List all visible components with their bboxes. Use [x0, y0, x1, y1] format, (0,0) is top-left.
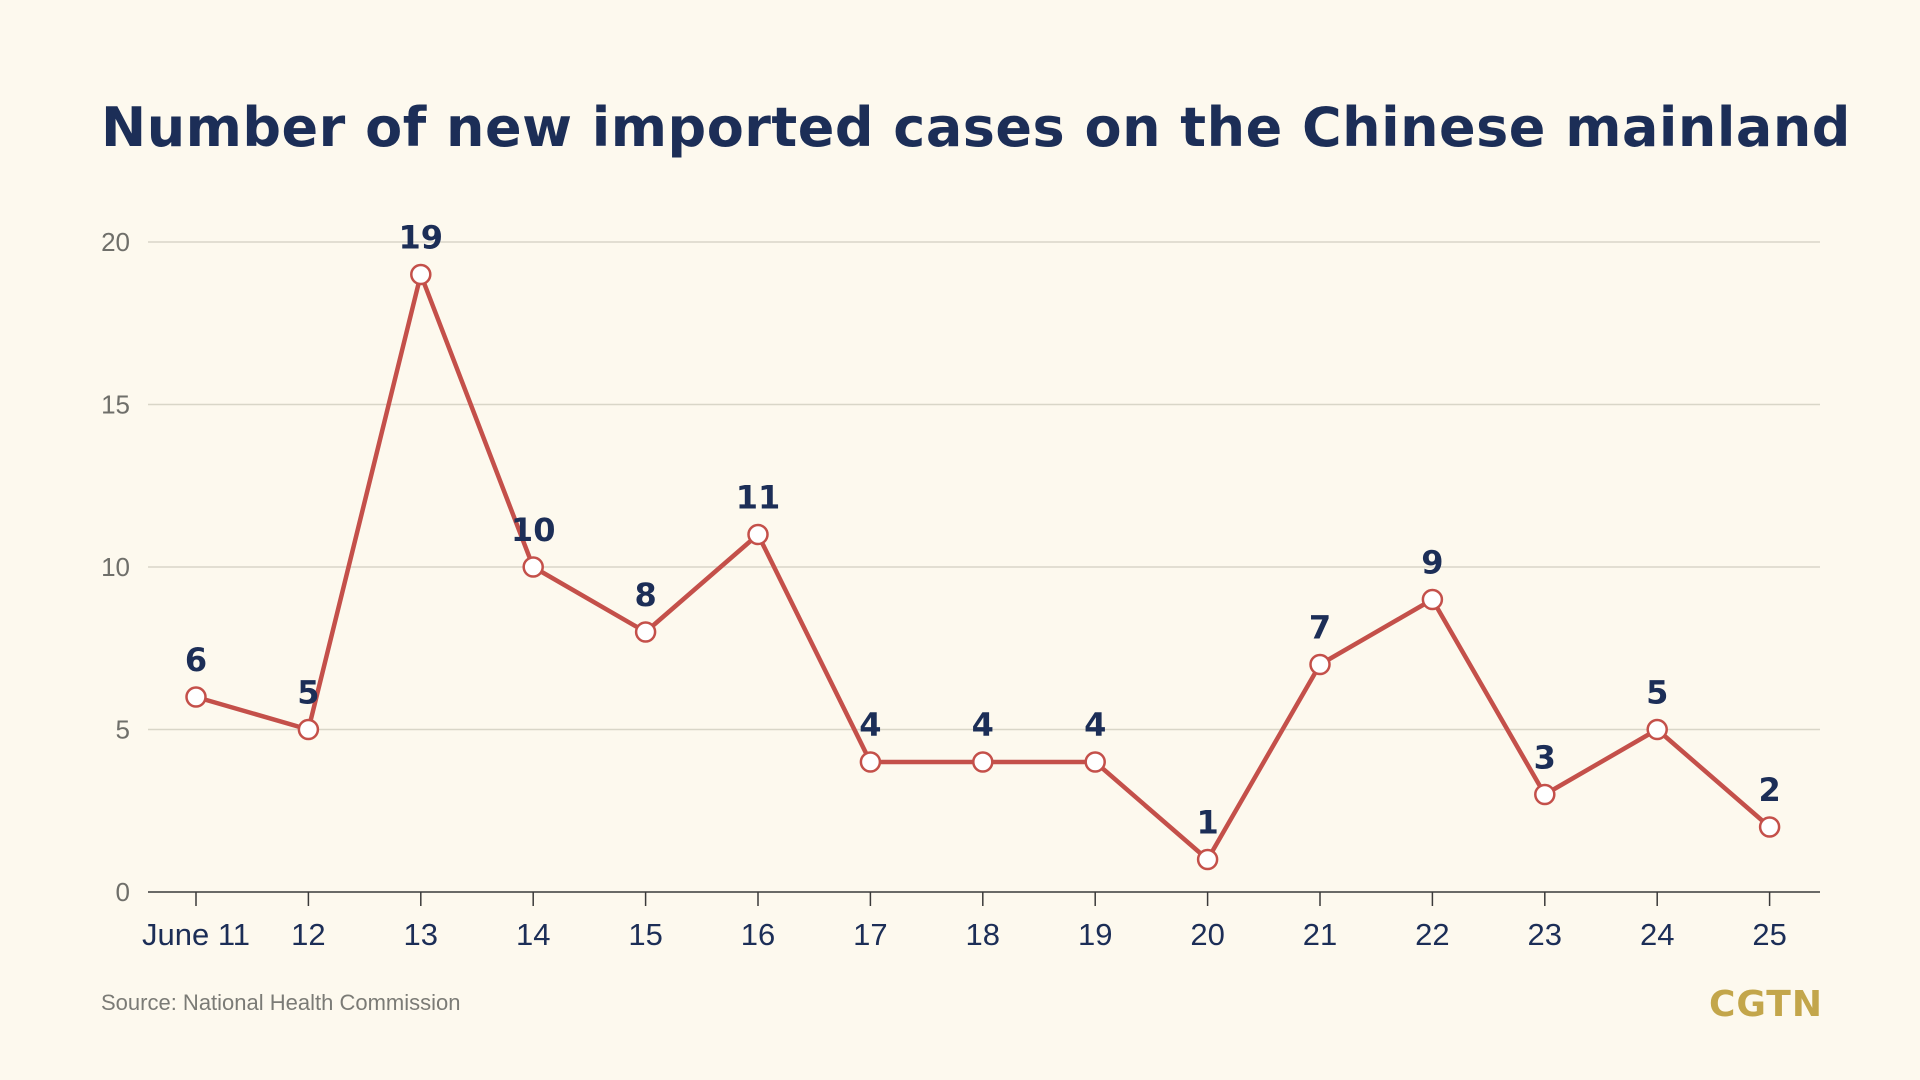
data-label: 7 [1309, 609, 1331, 647]
x-tick-label: 18 [966, 917, 1000, 952]
x-tick-label: 24 [1640, 917, 1674, 952]
data-label: 11 [736, 479, 781, 517]
data-label: 1 [1196, 804, 1218, 842]
data-point [1758, 816, 1781, 838]
x-tick-label: 20 [1190, 917, 1224, 952]
data-point [297, 718, 320, 741]
data-point [522, 556, 544, 578]
source-note: Source: National Health Commission [101, 990, 461, 1015]
data-point [859, 751, 882, 773]
x-tick-label: June 11 [142, 917, 250, 952]
data-label: 4 [1084, 706, 1106, 744]
data-point [1084, 751, 1106, 773]
x-tick-label: 21 [1303, 917, 1337, 952]
data-label: 19 [399, 219, 444, 257]
x-tick-label: 14 [516, 917, 550, 952]
x-tick-label: 13 [404, 917, 438, 952]
x-tick-label: 16 [741, 917, 775, 952]
x-tick-label: 25 [1752, 917, 1786, 952]
y-tick-label: 10 [101, 552, 130, 582]
data-point [1421, 588, 1444, 611]
data-label: 8 [634, 576, 656, 614]
x-tick-label: 22 [1415, 917, 1449, 952]
data-label: 5 [297, 674, 319, 712]
data-label: 9 [1421, 544, 1443, 582]
data-point [972, 751, 994, 773]
x-tick-label: 15 [628, 917, 662, 952]
x-tick-label: 17 [853, 917, 887, 952]
x-tick-label: 19 [1078, 917, 1112, 952]
data-label: 4 [859, 706, 881, 744]
data-point [410, 263, 432, 286]
data-point [1534, 783, 1556, 806]
x-tick-label: 12 [291, 917, 325, 952]
data-point [1196, 848, 1219, 871]
data-label: 6 [185, 641, 207, 679]
data-point [185, 686, 207, 708]
y-tick-label: 20 [101, 227, 130, 257]
brand-logo: CGTN [1708, 984, 1823, 1025]
data-label: 2 [1758, 771, 1780, 809]
y-tick-label: 0 [116, 877, 130, 907]
x-tick-label: 23 [1528, 917, 1562, 952]
data-label: 10 [511, 511, 556, 549]
y-tick-label: 15 [101, 390, 130, 420]
data-label: 3 [1534, 739, 1556, 777]
data-point [634, 621, 657, 643]
data-label: 4 [972, 706, 994, 744]
data-point [747, 523, 769, 546]
data-point [1646, 718, 1668, 741]
chart-title: Number of new imported cases on the Chin… [101, 96, 1851, 159]
data-point [1309, 653, 1331, 676]
y-tick-label: 5 [116, 715, 130, 745]
data-label: 5 [1646, 674, 1668, 712]
